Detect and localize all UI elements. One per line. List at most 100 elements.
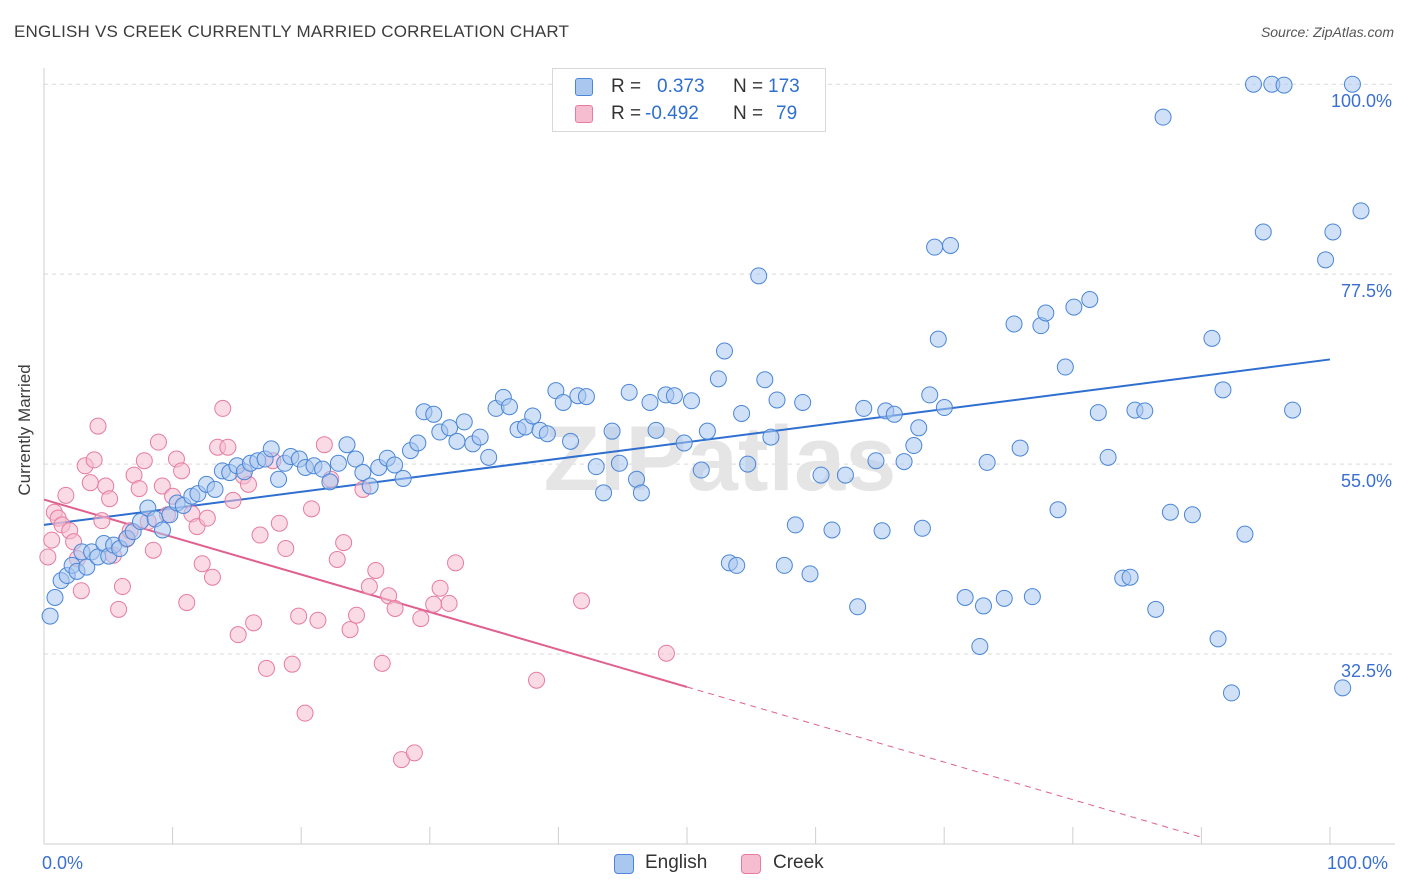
english-point (1214, 381, 1232, 399)
creek-point (360, 578, 378, 596)
english-point (905, 437, 923, 455)
creek-point (39, 548, 57, 566)
english-point (1324, 223, 1342, 241)
english-point (338, 436, 356, 454)
creek-point (89, 417, 107, 435)
creek-point (283, 655, 301, 673)
creek-point (309, 611, 327, 629)
english-point (1049, 501, 1067, 519)
legend-r-label: R = (611, 76, 642, 97)
english-point (768, 391, 786, 409)
english-point (823, 521, 841, 539)
creek-point (412, 610, 430, 628)
creek-point (447, 554, 465, 572)
creek-point (440, 594, 458, 612)
legend-n-value: 79 (776, 103, 798, 124)
english-swatch (575, 78, 593, 96)
english-point (929, 330, 947, 348)
legend-n-value: 173 (768, 76, 800, 97)
y-axis-label-wrap: Currently Married (10, 330, 40, 530)
english-point (913, 519, 931, 537)
english-point (709, 370, 727, 388)
english-point (775, 556, 793, 574)
x-tick-label-min: 0.0% (42, 853, 84, 873)
creek-point (335, 534, 353, 552)
axes (43, 68, 1395, 845)
creek-point (270, 514, 288, 532)
english-point (895, 453, 913, 471)
english-point (1161, 503, 1179, 521)
english-point (78, 558, 96, 576)
english-point (786, 516, 804, 534)
english-point (1065, 298, 1083, 316)
creek-point (219, 438, 237, 456)
english-point (855, 399, 873, 417)
grid-lines (44, 83, 1395, 655)
chart-title: ENGLISH VS CREEK CURRENTLY MARRIED CORRE… (14, 22, 570, 41)
english-point (715, 342, 733, 360)
english-point (262, 440, 280, 458)
series-legend: English Creek (0, 852, 1406, 878)
legend-row-creek: R = -0.492 N = 79 (553, 102, 825, 128)
english-point (762, 428, 780, 446)
english-point (794, 393, 812, 411)
english-point (942, 236, 960, 254)
creek-point (277, 540, 295, 558)
english-point (46, 588, 64, 606)
english-point (577, 388, 595, 406)
creek-point (57, 486, 75, 504)
legend-n-label: N = (733, 103, 764, 124)
english-point (347, 450, 365, 468)
creek-legend-label: Creek (773, 852, 824, 873)
english-point (1244, 75, 1262, 93)
english-point (154, 521, 172, 539)
creek-point (296, 704, 314, 722)
english-point (1183, 506, 1201, 524)
english-point (1147, 600, 1165, 618)
english-series (41, 75, 1370, 702)
creek-point (203, 568, 221, 586)
english-point (314, 460, 332, 478)
creek-point (341, 621, 359, 639)
english-point (603, 422, 621, 440)
english-point (956, 588, 974, 606)
english-point (867, 452, 885, 470)
english-point (386, 456, 404, 474)
english-point (448, 432, 466, 450)
english-point (480, 448, 498, 466)
english-point (270, 470, 288, 488)
english-point (692, 461, 710, 479)
english-point (538, 425, 556, 443)
english-point (1121, 568, 1139, 586)
legend-n-label: N = (733, 76, 764, 97)
english-point (610, 454, 628, 472)
english-point (836, 466, 854, 484)
creek-legend-swatch (741, 854, 761, 874)
english-point (978, 453, 996, 471)
creek-point (153, 477, 171, 495)
creek-point (224, 491, 242, 509)
creek-point (373, 654, 391, 672)
english-point (500, 398, 518, 416)
english-point (41, 607, 59, 625)
creek-point (315, 436, 333, 454)
english-point (756, 371, 774, 389)
creek-point (110, 600, 128, 618)
english-point (1037, 304, 1055, 322)
correlation-legend: R = 0.373 N = 173 R = -0.492 N = 79 (552, 68, 826, 132)
legend-r-label: R = (611, 103, 642, 124)
english-point (733, 404, 751, 422)
english-point (1334, 679, 1352, 697)
y-tick-label: 100.0% (1330, 91, 1392, 112)
english-point (1099, 448, 1117, 466)
creek-point (173, 462, 191, 480)
english-point (425, 405, 443, 423)
english-point (1203, 329, 1221, 347)
legend-row-english: R = 0.373 N = 173 (553, 75, 825, 101)
english-point (971, 637, 989, 655)
english-point (974, 597, 992, 615)
creek-point (135, 452, 153, 470)
english-point (409, 434, 427, 452)
english-point (1254, 223, 1272, 241)
